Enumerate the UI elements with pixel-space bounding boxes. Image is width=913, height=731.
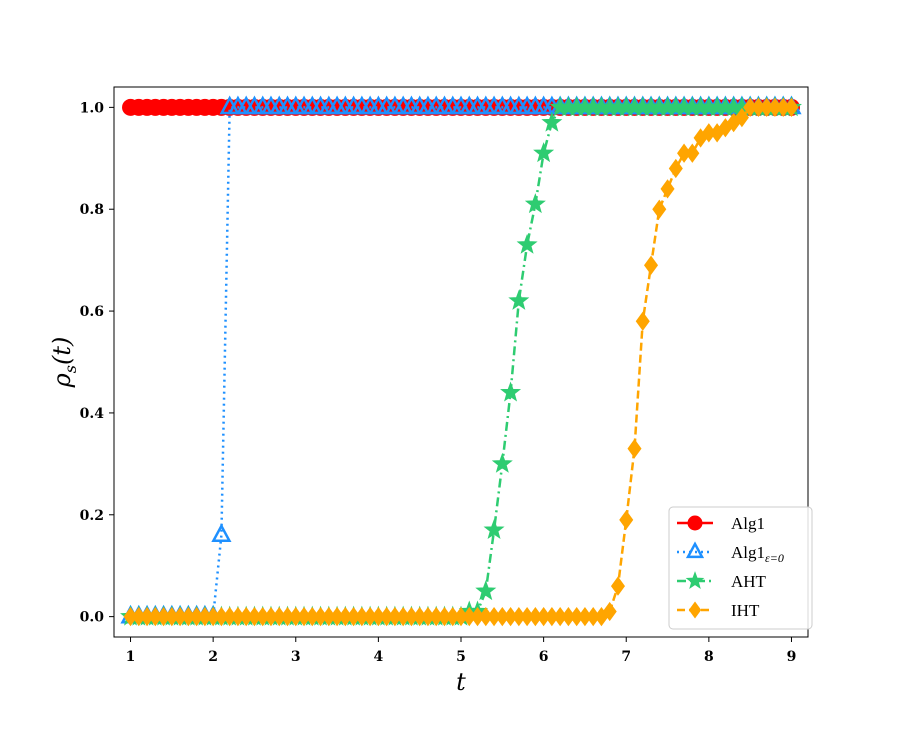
x-tick-label: 2 — [208, 649, 218, 665]
x-tick-label: 8 — [704, 649, 714, 665]
data-point — [627, 438, 642, 459]
y-tick-label: 0.4 — [80, 406, 105, 422]
x-tick-label: 5 — [456, 649, 466, 665]
legend-box — [668, 506, 813, 630]
y-tick-label: 0.2 — [80, 508, 104, 524]
legend-marker — [685, 541, 705, 559]
data-point — [500, 381, 522, 402]
x-tick-label: 1 — [126, 649, 136, 665]
y-axis: 0.0 0.2 0.4 0.6 0.8 1.0 — [80, 100, 114, 626]
data-point — [644, 255, 659, 275]
legend: Alg1 Alg1ε=0 AHT IHT — [668, 506, 813, 630]
x-tick-label: 4 — [374, 649, 384, 665]
x-axis-label: t — [456, 668, 466, 696]
data-point — [508, 289, 530, 310]
data-point — [491, 452, 513, 473]
data-point — [483, 519, 505, 539]
legend-label: Alg1ε=0 — [731, 543, 784, 565]
legend-label: IHT — [731, 601, 760, 620]
data-point — [475, 580, 497, 601]
data-point — [610, 576, 625, 596]
x-tick-label: 3 — [291, 649, 301, 665]
y-tick-label: 0.8 — [80, 202, 104, 218]
legend-marker — [688, 601, 702, 619]
data-point — [652, 199, 667, 219]
data-point — [602, 601, 617, 622]
legend-label: AHT — [731, 572, 767, 591]
data-point — [211, 523, 232, 542]
data-point — [541, 111, 563, 132]
plot-area — [113, 86, 809, 638]
data-point — [524, 193, 546, 214]
legend-label: Alg1 — [731, 514, 765, 533]
data-point — [784, 97, 799, 118]
legend-item: Alg1 — [677, 514, 765, 533]
data-point — [516, 233, 538, 254]
data-point — [685, 143, 700, 163]
data-point — [668, 158, 683, 179]
series-iht — [123, 97, 799, 627]
x-axis: 1 2 3 4 5 6 7 8 9 — [126, 637, 797, 665]
legend-item: AHT — [677, 571, 767, 591]
x-tick-label: 9 — [787, 649, 797, 665]
y-tick-label: 1.0 — [80, 100, 105, 116]
y-tick-label: 0.0 — [80, 610, 105, 626]
legend-item: Alg1ε=0 — [677, 541, 784, 565]
x-tick-label: 6 — [539, 649, 549, 665]
legend-marker — [687, 515, 703, 531]
y-tick-label: 0.6 — [80, 304, 104, 320]
legend-item: IHT — [677, 601, 760, 620]
data-point — [734, 107, 749, 128]
x-tick-label: 7 — [621, 649, 631, 665]
data-point — [619, 510, 634, 530]
legend-marker — [685, 571, 705, 589]
data-point — [533, 142, 555, 163]
y-axis-label: ρs(t) — [48, 337, 80, 389]
data-point — [635, 311, 650, 331]
series-layer — [120, 95, 802, 627]
data-point — [660, 179, 675, 199]
